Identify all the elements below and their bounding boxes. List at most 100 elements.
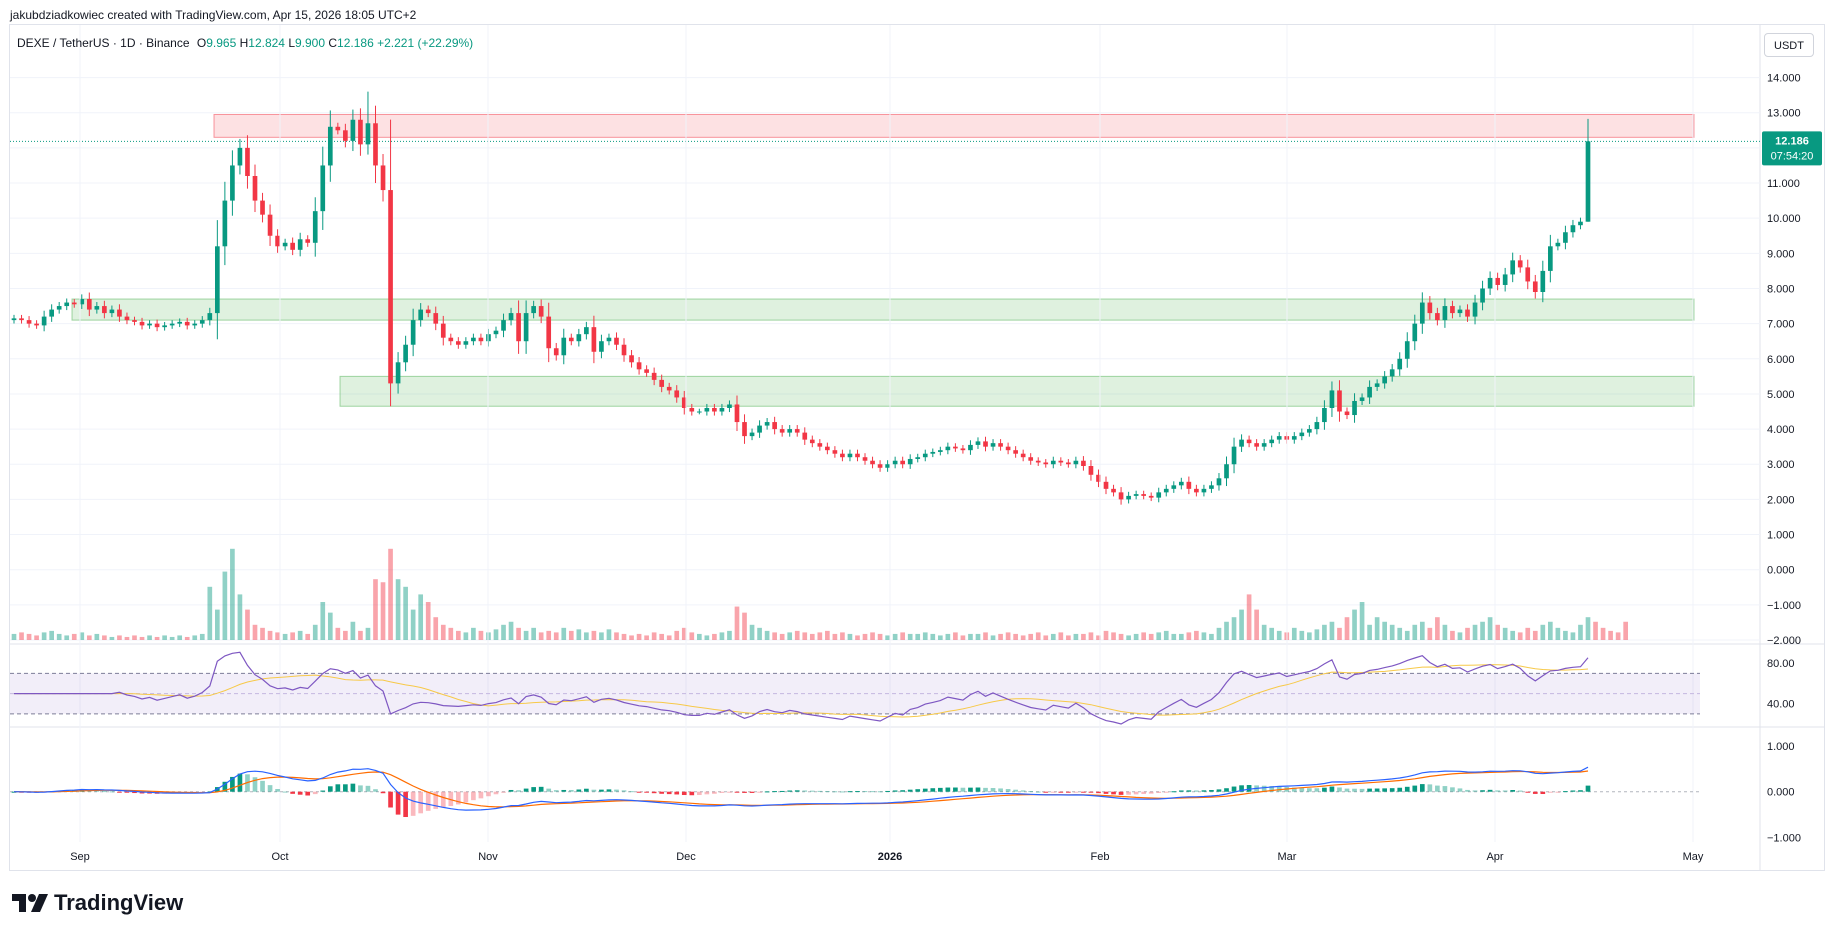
volume-bar: [1254, 609, 1259, 640]
macd-histogram-bar: [1103, 791, 1109, 794]
volume-bar: [1216, 627, 1222, 640]
macd-histogram-bar: [659, 791, 665, 794]
candle-body: [764, 422, 770, 426]
volume-bar: [471, 627, 476, 640]
time-tick-label: Nov: [478, 851, 498, 863]
macd-histogram-bar: [1307, 788, 1312, 792]
macd-histogram-bar: [1314, 788, 1320, 792]
macd-histogram-bar: [975, 787, 981, 792]
volume-bar: [1563, 630, 1568, 640]
candle-body: [154, 323, 160, 328]
candle-body: [102, 306, 107, 314]
macd-histogram-bar: [117, 791, 122, 793]
candle-body: [1261, 443, 1267, 447]
candle-body: [1050, 460, 1056, 465]
price-tick-label: 9.000: [1767, 248, 1795, 260]
volume-bar: [335, 627, 341, 640]
macd-histogram-bar: [1148, 791, 1154, 794]
macd-histogram-bar: [1163, 791, 1169, 793]
volume-bar: [440, 624, 446, 640]
last-price-tag: [1762, 131, 1822, 166]
currency-selector[interactable]: USDT: [1764, 33, 1814, 57]
volume-bar: [531, 627, 536, 640]
macd-histogram-bar: [1427, 784, 1433, 792]
macd-histogram-bar: [1239, 785, 1244, 792]
volume-bar: [1367, 624, 1372, 640]
macd-histogram-bar: [124, 791, 130, 793]
candle-body: [877, 464, 883, 468]
candle-body: [1487, 277, 1493, 289]
volume-bar: [169, 636, 175, 640]
volume-bar: [651, 632, 657, 640]
volume-bar: [1307, 632, 1312, 640]
volume-bar: [1555, 627, 1561, 640]
candle-body: [71, 302, 77, 305]
volume-bar: [493, 629, 499, 640]
candle-body: [644, 369, 649, 373]
candle-body: [320, 165, 326, 212]
price-tick-label: 7.000: [1767, 319, 1795, 331]
candle-body: [719, 408, 725, 412]
macd-histogram-bar: [1224, 788, 1229, 792]
candle-body: [1578, 221, 1583, 226]
last-price-tag-value: 12.186: [1775, 135, 1809, 147]
volume-bar: [1035, 632, 1041, 640]
volume-bar: [1291, 627, 1297, 640]
macd-histogram-bar: [1066, 791, 1071, 793]
candle-body: [1450, 306, 1455, 314]
candle-body: [568, 337, 574, 342]
macd-histogram-bar: [1156, 791, 1162, 793]
price-tick-label: 14.000: [1767, 73, 1801, 85]
macd-histogram-bar: [1246, 785, 1252, 792]
macd-histogram-bar: [1570, 790, 1576, 792]
candle-body: [681, 397, 687, 408]
tradingview-logo[interactable]: TradingView: [12, 890, 183, 916]
candle-body: [448, 337, 454, 342]
macd-histogram-bar: [237, 773, 243, 792]
macd-histogram-bar: [1276, 786, 1282, 792]
volume-bar: [1209, 633, 1214, 640]
low-value: 9.900: [295, 36, 326, 50]
macd-histogram-bar: [809, 790, 815, 792]
volume-bar: [975, 633, 981, 640]
volume-bar: [117, 635, 122, 640]
candle-body: [1299, 432, 1305, 437]
macd-histogram-bar: [1389, 788, 1395, 792]
price-tick-label: 0.000: [1767, 565, 1795, 577]
macd-histogram-bar: [1359, 788, 1365, 792]
volume-bar: [305, 633, 311, 640]
macd-histogram-bar: [862, 791, 868, 793]
candle-body: [674, 390, 680, 398]
candle-body: [862, 457, 868, 461]
candle-body: [350, 119, 356, 141]
macd-histogram-bar: [734, 791, 740, 793]
change-value: +2.221 (+22.29%): [377, 36, 474, 50]
volume-bar: [1404, 630, 1410, 640]
macd-histogram-bar: [1028, 791, 1034, 793]
volume-bar: [395, 579, 401, 640]
macd-histogram-bar: [275, 789, 280, 792]
volume-bar: [960, 635, 966, 640]
candle-body: [1201, 488, 1207, 493]
volume-bar: [1623, 621, 1628, 640]
volume-bar: [825, 630, 830, 640]
time-tick-label: Mar: [1278, 851, 1297, 863]
volume-bar: [704, 635, 710, 640]
candle-body: [1209, 485, 1214, 489]
tradingview-logo-icon: [12, 894, 48, 912]
macd-histogram-bar: [365, 785, 371, 792]
candle-body: [41, 316, 47, 326]
candle-body: [840, 453, 845, 458]
macd-histogram-bar: [614, 789, 619, 792]
high-value: 12.824: [248, 36, 285, 50]
symbol-name[interactable]: DEXE / TetherUS · 1D · Binance: [17, 36, 190, 50]
candle-body: [930, 451, 936, 454]
macd-histogram-bar: [953, 787, 958, 792]
volume-bar: [1525, 627, 1531, 640]
volume-bar: [252, 624, 258, 640]
volume-bar: [11, 633, 17, 640]
volume-bar: [350, 621, 356, 640]
candle-body: [237, 147, 243, 166]
price-tick-label: −1.000: [1767, 600, 1801, 612]
